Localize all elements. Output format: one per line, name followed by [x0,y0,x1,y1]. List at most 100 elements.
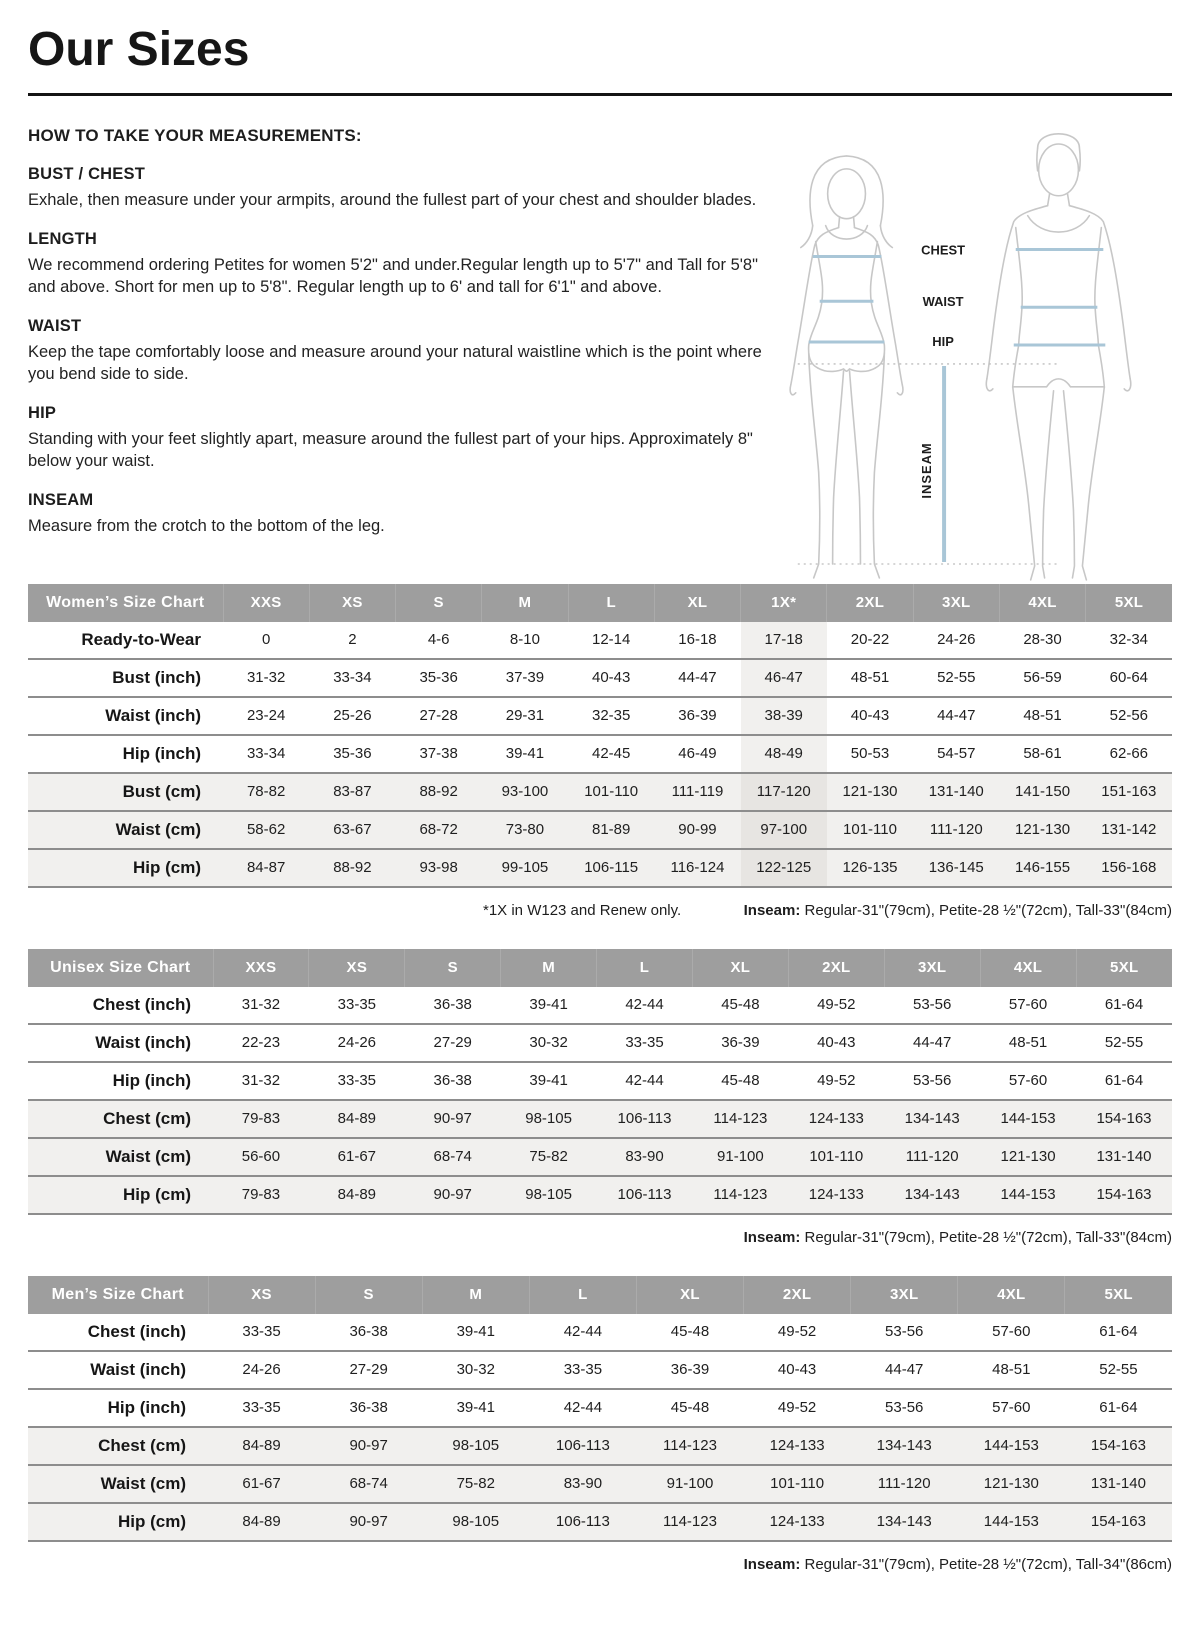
size-value-cell: 44-47 [884,1023,981,1063]
section-body: Standing with your feet slightly apart, … [28,430,753,470]
size-value-cell: 134-143 [850,1502,958,1542]
hip-label: HIP [932,334,954,349]
size-value-cell: 61-67 [208,1464,316,1504]
footnote-inseam: Inseam: Regular-31"(79cm), Petite-28 ½"(… [744,902,1172,919]
size-value-cell: 79-83 [213,1099,309,1139]
size-value-cell: 36-38 [315,1313,423,1352]
size-column-header: 5XL [1075,948,1172,987]
table-header-row: Unisex Size Chart XXS XS S M L XL 2XL 3XL 4XL 5XL [28,948,1172,987]
size-value-cell: 111-120 [913,810,1000,850]
size-value-cell: 106-113 [529,1426,637,1466]
size-value-cell: 154-163 [1076,1175,1172,1215]
size-value-cell: 57-60 [980,1061,1077,1101]
table-row: Chest (inch) 31-32 33-35 36-38 39-41 42-44 45-… [28,986,1172,1025]
size-value-cell: 61-67 [308,1137,405,1177]
size-value-cell: 36-39 [692,1023,789,1063]
size-value-cell: 31-32 [213,986,309,1025]
size-value-cell: 124-133 [743,1502,851,1542]
woman-figure-outline [789,155,904,579]
unisex-footnotes: Inseam: Regular-31"(79cm), Petite-28 ½"(… [28,1229,1172,1246]
size-value-cell: 122-125 [740,848,827,888]
size-table: Men’s Size Chart XS S M L XL 2XL 3XL 4XL 5XL Chest… [28,1275,1172,1542]
size-value-cell: 45-48 [692,986,789,1025]
mens-size-chart-block: Men’s Size Chart XS S M L XL 2XL 3XL 4XL 5XL Chest… [28,1275,1172,1573]
size-value-cell: 124-133 [743,1426,851,1466]
size-value-cell: 44-47 [850,1350,958,1390]
mens-size-chart-table: Men’s Size Chart XS S M L XL 2XL 3XL 4XL 5XL Chest… [28,1275,1172,1542]
size-value-cell: 33-35 [208,1388,316,1428]
size-column-header: 2XL [826,583,914,622]
size-value-cell: 124-133 [788,1175,885,1215]
size-value-cell: 52-55 [1064,1350,1172,1390]
size-value-cell: 144-153 [980,1175,1077,1215]
size-value-cell: 106-113 [596,1175,693,1215]
table-header-row: Women’s Size Chart XXS XS S M L XL 1X* 2XL 3XL 4XL… [28,583,1172,622]
row-label: Hip (inch) [28,734,223,774]
size-value-cell: 83-90 [529,1464,637,1504]
size-column-header: S [395,583,482,622]
size-value-cell: 131-140 [1076,1137,1172,1177]
man-figure-outline [985,133,1132,581]
size-value-cell: 134-143 [884,1099,981,1139]
size-value-cell: 90-97 [315,1502,423,1542]
section-heading: INSEAM [28,491,94,510]
row-label: Chest (cm) [28,1426,208,1466]
size-value-cell: 156-168 [1085,848,1172,888]
size-value-cell: 144-153 [980,1099,1077,1139]
size-value-cell: 121-130 [957,1464,1065,1504]
size-value-cell: 40-43 [743,1350,851,1390]
size-value-cell: 31-32 [213,1061,309,1101]
size-value-cell: 61-64 [1076,986,1172,1025]
waist-label: WAIST [923,294,964,309]
row-label: Hip (inch) [28,1061,213,1101]
section-heading: LENGTH [28,230,98,249]
size-value-cell: 98-105 [500,1175,597,1215]
size-value-cell: 91-100 [692,1137,789,1177]
size-value-cell: 106-115 [568,848,655,888]
table-title: Men’s Size Chart [28,1275,208,1314]
size-value-cell: 73-80 [481,810,569,850]
size-column-header: XS [308,583,396,622]
size-value-cell: 27-29 [404,1023,501,1063]
size-value-cell: 114-123 [636,1426,744,1466]
inseam-label: INSEAM [919,442,934,498]
size-value-cell: 124-133 [788,1099,885,1139]
table-title: Unisex Size Chart [28,948,213,987]
size-value-cell: 62-66 [1085,734,1172,774]
size-value-cell: 33-34 [309,658,396,698]
footnote-inseam-label: Inseam: [743,901,801,919]
size-value-cell: 49-52 [743,1313,851,1352]
size-value-cell: 144-153 [957,1502,1065,1542]
size-value-cell: 53-56 [884,986,981,1025]
size-value-cell: 39-41 [481,734,569,774]
size-value-cell: 48-51 [826,658,914,698]
size-value-cell: 0 [223,621,310,660]
size-value-cell: 61-64 [1076,1061,1172,1101]
size-value-cell: 98-105 [500,1099,597,1139]
size-value-cell: 68-74 [315,1464,423,1504]
size-column-header: 3XL [912,583,1000,622]
size-value-cell: 146-155 [999,848,1086,888]
size-value-cell: 54-57 [913,734,1000,774]
measurement-figures-diagram: CHEST WAIST HIP INSEAM [789,133,1132,581]
section-waist: WAIST Keep the tape comfortably loose an… [28,317,776,385]
size-value-cell: 111-119 [654,772,741,812]
section-length: LENGTH We recommend ordering Petites for… [28,230,776,298]
size-value-cell: 36-38 [404,1061,501,1101]
size-value-cell: 116-124 [654,848,741,888]
size-value-cell: 121-130 [999,810,1086,850]
size-value-cell: 38-39 [740,696,827,736]
size-column-header: M [500,948,597,987]
womens-size-chart-block: Women’s Size Chart XXS XS S M L XL 1X* 2XL 3XL 4XL… [28,583,1172,919]
row-label: Ready-to-Wear [28,621,223,660]
size-column-header: L [567,583,655,622]
size-value-cell: 53-56 [884,1061,981,1101]
size-value-cell: 40-43 [826,696,914,736]
size-value-cell: 29-31 [481,696,569,736]
size-value-cell: 42-45 [568,734,655,774]
size-value-cell: 88-92 [309,848,396,888]
size-value-cell: 56-59 [999,658,1086,698]
size-value-cell: 154-163 [1064,1502,1172,1542]
row-label: Bust (cm) [28,772,223,812]
size-value-cell: 49-52 [788,1061,885,1101]
